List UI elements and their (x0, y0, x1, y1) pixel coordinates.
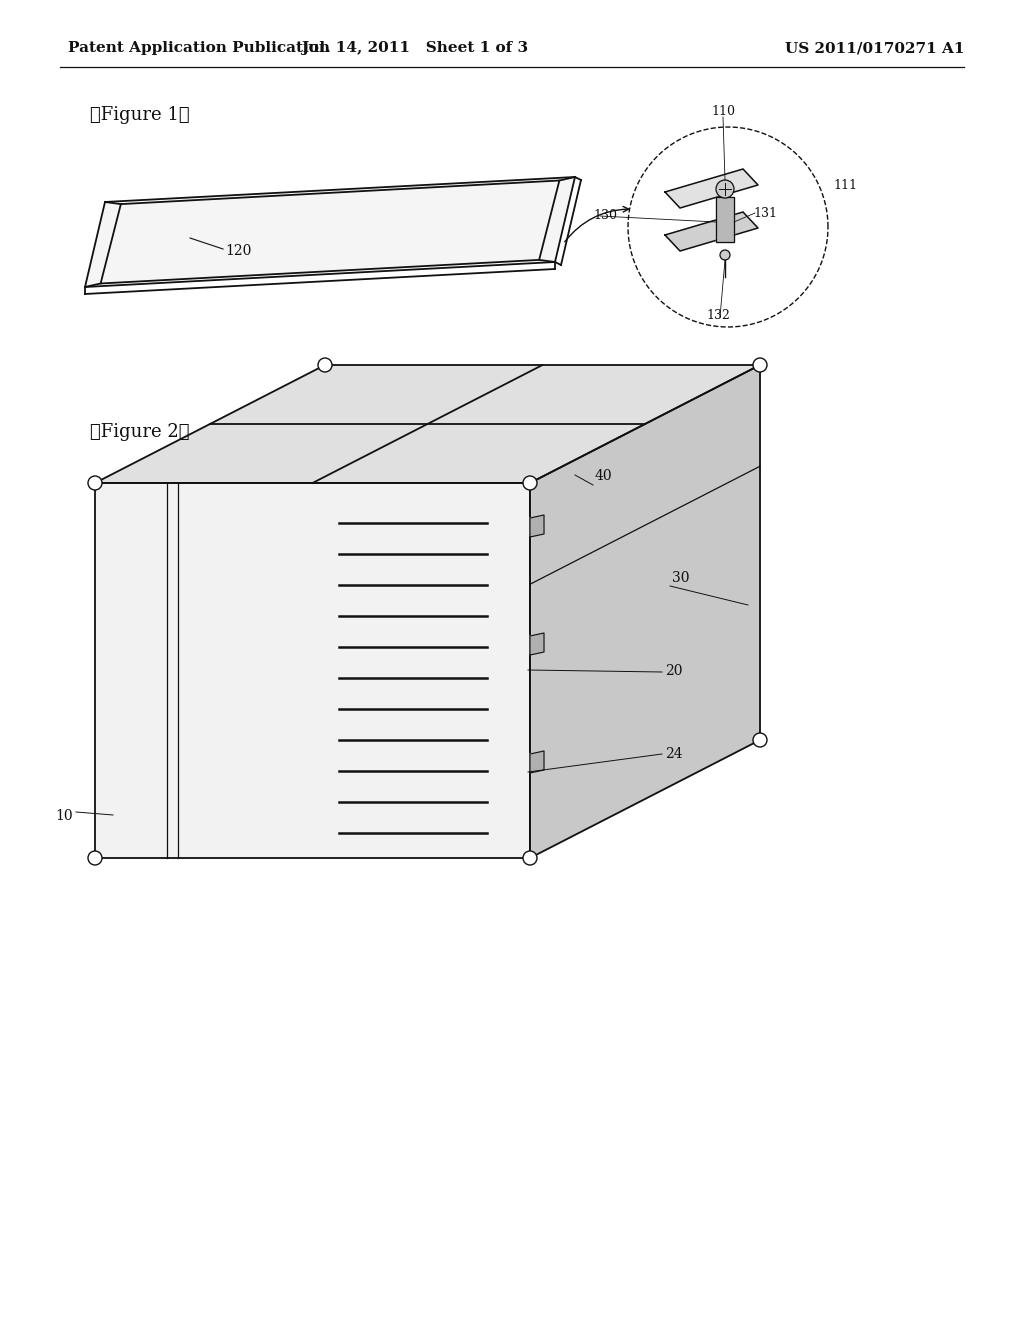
Text: Jul. 14, 2011   Sheet 1 of 3: Jul. 14, 2011 Sheet 1 of 3 (301, 41, 528, 55)
Circle shape (88, 477, 102, 490)
Polygon shape (530, 515, 544, 537)
Polygon shape (665, 169, 758, 209)
Polygon shape (665, 213, 758, 251)
Text: 110: 110 (711, 106, 735, 117)
Polygon shape (716, 197, 734, 242)
Circle shape (720, 249, 730, 260)
Text: 111: 111 (833, 180, 857, 191)
Polygon shape (530, 751, 544, 774)
Text: 10: 10 (55, 809, 73, 822)
Polygon shape (530, 366, 760, 858)
Text: Patent Application Publication: Patent Application Publication (68, 41, 330, 55)
Circle shape (523, 477, 537, 490)
Text: 131: 131 (753, 207, 777, 220)
Polygon shape (95, 366, 760, 483)
Polygon shape (95, 483, 530, 858)
Text: 20: 20 (665, 664, 683, 678)
Text: 24: 24 (665, 747, 683, 762)
Polygon shape (530, 634, 544, 655)
Text: 40: 40 (595, 469, 612, 483)
Circle shape (318, 358, 332, 372)
Polygon shape (85, 177, 575, 286)
Text: 【Figure 2】: 【Figure 2】 (90, 422, 189, 441)
Text: 120: 120 (225, 244, 251, 257)
Text: US 2011/0170271 A1: US 2011/0170271 A1 (785, 41, 965, 55)
Circle shape (523, 851, 537, 865)
Circle shape (88, 851, 102, 865)
Text: 30: 30 (672, 572, 689, 585)
Circle shape (753, 733, 767, 747)
Text: 130: 130 (593, 209, 617, 222)
Circle shape (716, 180, 734, 198)
Text: 132: 132 (707, 309, 730, 322)
Circle shape (753, 358, 767, 372)
Text: 【Figure 1】: 【Figure 1】 (90, 106, 189, 124)
